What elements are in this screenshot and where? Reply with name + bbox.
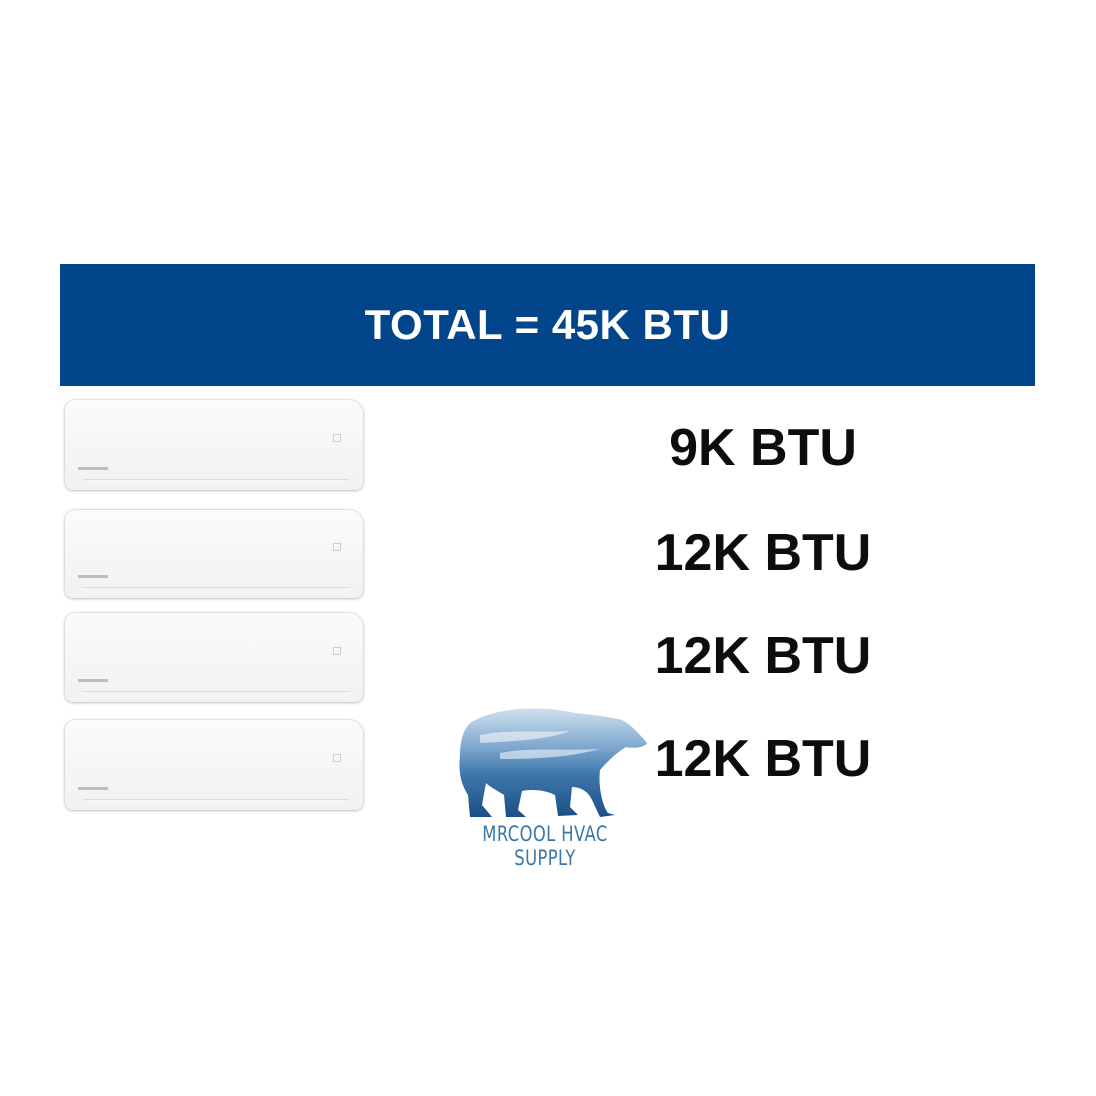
indoor-unit-image xyxy=(65,613,363,702)
unit-capacity-label: 12K BTU xyxy=(654,730,872,788)
unit-capacity-label: 12K BTU xyxy=(654,524,872,582)
logo-text: MRCOOL HVAC SUPPLY xyxy=(482,822,608,870)
indoor-unit-image xyxy=(65,720,363,810)
unit-capacity-label: 12K BTU xyxy=(654,627,872,685)
total-title: TOTAL = 45K BTU xyxy=(364,301,731,348)
total-banner: TOTAL = 45K BTU xyxy=(60,264,1035,386)
unit-capacity-label: 9K BTU xyxy=(669,419,857,477)
indoor-unit-image xyxy=(65,510,363,598)
indoor-unit-image xyxy=(65,400,363,490)
polar-bear-icon xyxy=(459,708,647,817)
